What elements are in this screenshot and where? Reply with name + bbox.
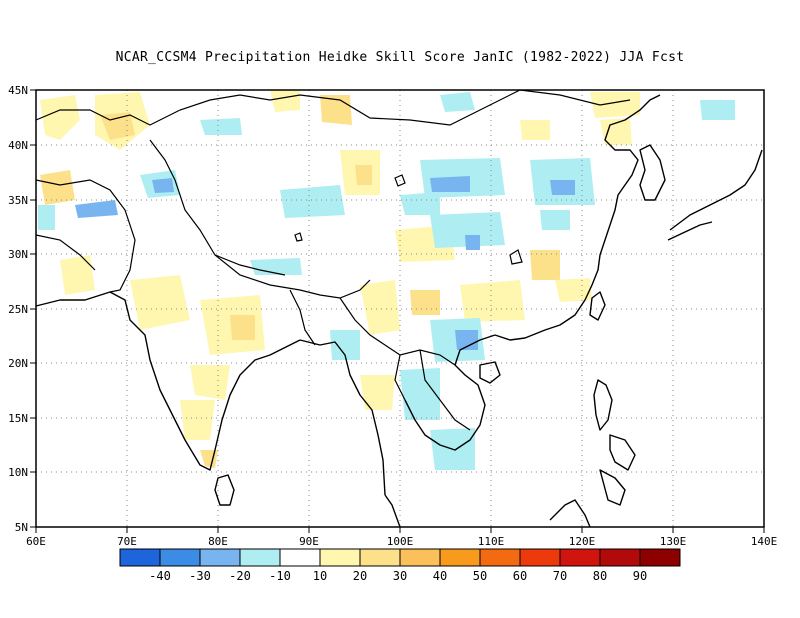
colorbar-swatch: [119, 548, 161, 567]
lon-tick-label: 140E: [751, 535, 778, 548]
colorbar-label: 20: [353, 569, 367, 583]
colorbar-label: -10: [269, 569, 291, 583]
colorbar-label: 70: [553, 569, 567, 583]
lat-ticks: [30, 89, 36, 528]
colorbar-swatch: [439, 548, 481, 567]
colorbar-swatch: [159, 548, 201, 567]
lat-tick-label: 15N: [8, 412, 28, 425]
colorbar-label: 60: [513, 569, 527, 583]
coastlines: [35, 94, 763, 528]
colorbar-swatch: [599, 548, 641, 567]
lat-tick-label: 20N: [8, 357, 28, 370]
lat-tick-label: 30N: [8, 248, 28, 261]
colorbar-swatch: [479, 548, 521, 567]
colorbar-swatch: [639, 548, 681, 567]
colorbar-swatch: [519, 548, 561, 567]
lon-tick-label: 110E: [478, 535, 505, 548]
lon-tick-label: 100E: [387, 535, 414, 548]
skill-score-field: [38, 90, 735, 470]
lon-tick-label: 60E: [26, 535, 46, 548]
colorbar-label: -30: [189, 569, 211, 583]
colorbar-swatch: [319, 548, 361, 567]
lat-tick-label: 40N: [8, 139, 28, 152]
colorbar-label: 10: [313, 569, 327, 583]
country-borders: [35, 89, 631, 431]
lon-tick-label: 130E: [660, 535, 687, 548]
colorbar-swatch: [239, 548, 281, 567]
colorbar-swatch: [359, 548, 401, 567]
colorbar-label: -40: [149, 569, 171, 583]
colorbar-label: 80: [593, 569, 607, 583]
colorbar-label: 40: [433, 569, 447, 583]
colorbar: -40 -30 -20 -10 10 20 30 40 50 60 70 80 90: [119, 548, 681, 583]
colorbar-swatch: [199, 548, 241, 567]
map-title: NCAR_CCSM4 Precipitation Heidke Skill Sc…: [115, 50, 685, 65]
colorbar-label: 50: [473, 569, 487, 583]
lat-tick-label: 45N: [8, 84, 28, 97]
lon-tick-label: 80E: [208, 535, 228, 548]
lat-tick-label: 5N: [15, 521, 28, 534]
lat-tick-label: 35N: [8, 194, 28, 207]
lon-tick-label: 90E: [299, 535, 319, 548]
colorbar-swatch: [279, 548, 321, 567]
colorbar-label: 30: [393, 569, 407, 583]
colorbar-label: 90: [633, 569, 647, 583]
lat-tick-label: 10N: [8, 466, 28, 479]
lon-tick-label: 70E: [117, 535, 137, 548]
colorbar-swatch: [399, 548, 441, 567]
lat-tick-label: 25N: [8, 303, 28, 316]
lon-ticks: [35, 527, 765, 533]
lon-tick-label: 120E: [569, 535, 596, 548]
colorbar-label: -20: [229, 569, 251, 583]
colorbar-swatch: [559, 548, 601, 567]
